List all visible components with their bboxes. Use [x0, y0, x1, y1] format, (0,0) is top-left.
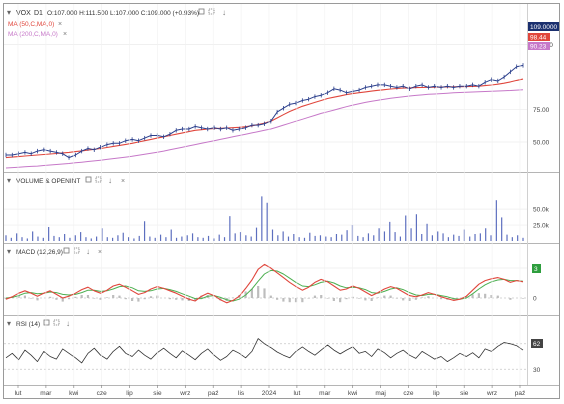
settings-icon[interactable]	[85, 176, 92, 183]
time-tick-label: kwi	[348, 390, 357, 397]
collapse-icon[interactable]: ▾	[7, 247, 11, 256]
move-down-icon[interactable]: ↓	[108, 176, 112, 185]
ma200-close-icon[interactable]: ×	[63, 31, 67, 38]
ma200-legend-label: MA (200,C,MA,0)	[8, 31, 58, 38]
time-tick-label: maj	[375, 390, 385, 397]
move-down-icon[interactable]: ↓	[66, 319, 70, 328]
maximize-icon[interactable]	[208, 8, 215, 15]
close-panel-icon[interactable]: ×	[121, 178, 125, 185]
volume-tick-label: 25.0k	[533, 223, 550, 230]
ma50-legend-label: MA (50,C,MA,0)	[8, 21, 54, 28]
rsi-value-tag	[531, 339, 543, 348]
close-panel-icon[interactable]: ×	[98, 249, 102, 256]
ma50-value-tag	[528, 33, 550, 41]
price-line	[6, 64, 524, 159]
ma200-value-label: 90.23	[530, 44, 547, 51]
time-tick-label: lip	[126, 390, 133, 397]
time-tick-label: lis	[238, 390, 245, 397]
current-price-tag	[528, 22, 559, 31]
price-tick-label: 75.00	[533, 107, 550, 114]
rsi-line	[5, 338, 524, 364]
settings-icon[interactable]	[43, 319, 50, 326]
time-tick-label: kwi	[69, 390, 78, 397]
maximize-icon[interactable]	[95, 176, 102, 183]
ohlc-readout: O:107.000 H:111.500 L:107.000 C:109.000 …	[47, 10, 199, 17]
volume-grid	[4, 208, 527, 226]
rsi-panel[interactable]: 7030 ▾ RSI (14) ↓ 62	[4, 319, 543, 374]
time-tick-label: sie	[153, 390, 162, 397]
symbol-label: VOX	[16, 10, 31, 17]
time-axis[interactable]: lut mar kwi cze lip sie wrz paź lis 2024 lut mar kwi…	[15, 4, 526, 397]
time-tick-label: cze	[403, 390, 414, 397]
rsi-tick-label: 30	[533, 367, 541, 374]
volume-bars	[5, 196, 524, 241]
macd-tick-label: 0	[533, 296, 537, 303]
time-tick-label: lip	[433, 390, 440, 397]
price-series	[5, 63, 524, 169]
collapse-icon[interactable]: ▾	[7, 319, 11, 328]
time-tick-label: cze	[97, 390, 108, 397]
macd-panel-title: MACD (12,26,9)	[16, 249, 63, 256]
collapse-icon[interactable]: ▾	[7, 176, 11, 185]
macd-series	[4, 263, 525, 304]
rsi-series	[5, 338, 524, 364]
current-price-label: 109.0000	[530, 24, 557, 31]
time-tick-label: mar	[40, 390, 52, 397]
macd-value-label: 3	[534, 266, 538, 273]
time-tick-label: sie	[460, 390, 469, 397]
macd-value-tag	[532, 264, 541, 273]
move-down-icon[interactable]: ↓	[86, 247, 90, 256]
time-tick-label: mar	[319, 390, 331, 397]
price-grid	[4, 44, 527, 143]
time-tick-label: wrz	[486, 390, 497, 397]
ma50-value-label: 98.44	[530, 35, 547, 42]
macd-line	[5, 263, 524, 304]
volume-panel[interactable]: 50.0k 25.0k ▾ VOLUME & OPENINT ↓ ×	[4, 176, 550, 241]
ma50-close-icon[interactable]: ×	[58, 21, 62, 28]
maximize-icon[interactable]	[53, 319, 60, 326]
price-tick-label: 50.00	[533, 140, 550, 147]
volume-panel-title: VOLUME & OPENINT	[16, 178, 80, 185]
time-tick-label: lut	[15, 390, 22, 397]
time-tick-label: paź	[208, 390, 218, 397]
time-tick-label: paź	[515, 390, 525, 397]
ma200-line	[5, 89, 524, 169]
time-tick-label: lut	[293, 390, 300, 397]
time-tick-label: wrz	[179, 390, 190, 397]
timeframe-label: D1	[34, 10, 43, 17]
ma200-value-tag	[528, 42, 550, 50]
settings-icon[interactable]	[198, 8, 205, 15]
volume-axis: 50.0k 25.0k	[533, 207, 550, 230]
maximize-icon[interactable]	[73, 247, 80, 254]
rsi-value-label: 62	[533, 341, 541, 348]
rsi-grid	[4, 343, 527, 370]
volume-tick-label: 50.0k	[533, 207, 550, 214]
rsi-panel-title: RSI (14)	[16, 321, 40, 328]
settings-icon[interactable]	[63, 247, 70, 254]
time-tick-label: 2024	[262, 390, 277, 397]
macd-panel[interactable]: 50 ▾ MACD (12,26,9) ↓ × 3	[4, 247, 541, 304]
move-down-icon[interactable]: ↓	[222, 8, 226, 17]
collapse-icon[interactable]: ▾	[7, 8, 11, 17]
chart-frame	[3, 3, 560, 399]
